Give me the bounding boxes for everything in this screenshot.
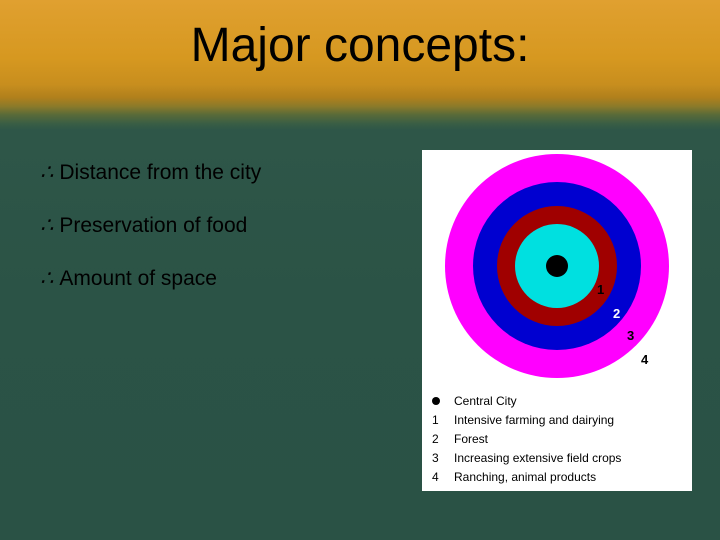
legend-row: 4 Ranching, animal products	[432, 468, 688, 487]
legend-label: Ranching, animal products	[450, 468, 596, 487]
bullet-text: Preservation of food	[59, 214, 247, 237]
legend: Central City 1 Intensive farming and dai…	[426, 392, 688, 487]
concentric-diagram: 1 2 3 4 Central City 1 Intensive farming…	[422, 150, 692, 491]
ring-label-1: 1	[597, 282, 604, 297]
bullet-item: ∴ Amount of space	[40, 266, 261, 291]
legend-key-num: 3	[432, 449, 450, 468]
ring-label-3: 3	[627, 328, 634, 343]
legend-label: Increasing extensive field crops	[450, 449, 621, 468]
bullet-marker-icon: ∴	[40, 160, 53, 185]
legend-row: 3 Increasing extensive field crops	[432, 449, 688, 468]
bullet-marker-icon: ∴	[40, 213, 53, 238]
ring-label-2: 2	[613, 306, 620, 321]
slide-title: Major concepts:	[0, 18, 720, 73]
legend-row: 2 Forest	[432, 430, 688, 449]
legend-label: Central City	[450, 392, 517, 411]
header-band: Major concepts:	[0, 0, 720, 130]
bullet-item: ∴ Preservation of food	[40, 213, 261, 238]
legend-row: Central City	[432, 392, 688, 411]
legend-label: Intensive farming and dairying	[450, 411, 614, 430]
legend-key-num: 4	[432, 468, 450, 487]
slide: Major concepts: ∴ Distance from the city …	[0, 0, 720, 540]
slide-body: ∴ Distance from the city ∴ Preservation of…	[0, 130, 720, 540]
legend-row: 1 Intensive farming and dairying	[432, 411, 688, 430]
bullet-text: Distance from the city	[59, 161, 261, 184]
legend-label: Forest	[450, 430, 488, 449]
bullet-list: ∴ Distance from the city ∴ Preservation of…	[40, 160, 261, 319]
bullet-item: ∴ Distance from the city	[40, 160, 261, 185]
dot-icon	[432, 397, 440, 405]
center-dot	[546, 255, 568, 277]
legend-key-num: 2	[432, 430, 450, 449]
legend-key-num: 1	[432, 411, 450, 430]
ring-canvas: 1 2 3 4	[427, 156, 687, 386]
bullet-text: Amount of space	[59, 267, 217, 290]
bullet-marker-icon: ∴	[40, 266, 53, 291]
legend-key-dot	[432, 392, 450, 411]
ring-label-4: 4	[641, 352, 648, 367]
